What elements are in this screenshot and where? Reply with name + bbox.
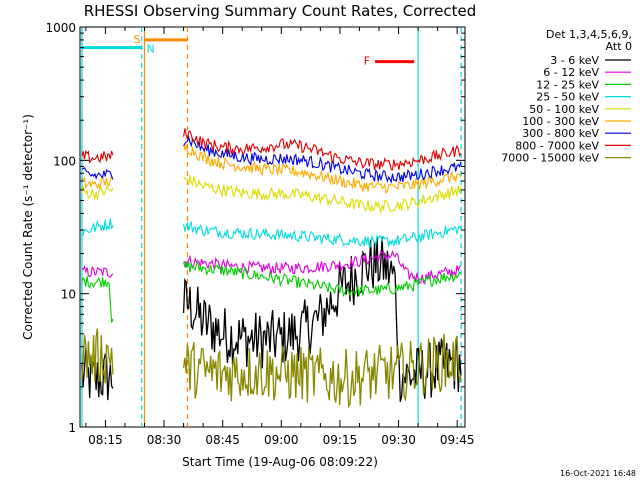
x-tick-label: 08:15 [88, 433, 123, 447]
x-tick-label: 09:15 [323, 433, 358, 447]
x-tick-label: 08:45 [205, 433, 240, 447]
footer-timestamp: 16-Oct-2021 16:48 [560, 469, 636, 478]
series-group [81, 128, 462, 409]
legend-title-line-2: Att 0 [606, 40, 632, 53]
y-tick-label: 10 [61, 288, 76, 302]
annotation-label: N [147, 43, 155, 56]
series-line-25-50kev [183, 220, 462, 248]
series-line-300-800kev [81, 167, 114, 180]
plot-frame [79, 26, 466, 428]
series-line-50-100kev [183, 175, 462, 215]
legend-label: 7000 - 15000 keV [501, 152, 599, 165]
axes-group: 08:15 08:30 08:45 09:00 09:15 09:30 09:45 1 10 10… [45, 21, 474, 447]
series-line-50-100kev [81, 185, 114, 200]
x-tick-label: 09:00 [264, 433, 299, 447]
legend-label: 300 - 800 keV [522, 127, 599, 140]
annotation-label: S [134, 33, 141, 46]
x-axis-label: Start Time (19-Aug-06 08:09:22) [182, 455, 378, 469]
legend-title-line-1: Det 1,3,4,5,6,9, [546, 28, 632, 41]
annotation-label: F [364, 55, 370, 68]
legend-label: 100 - 300 keV [522, 115, 599, 128]
x-tick-label: 08:30 [147, 433, 182, 447]
y-tick-label: 1 [68, 421, 76, 435]
series-line-6-12kev [183, 249, 462, 285]
series-line-100-300kev [183, 144, 462, 195]
series-line-800-7000kev [183, 128, 462, 171]
legend-label: 25 - 50 keV [536, 91, 599, 104]
legend-label: 50 - 100 keV [529, 103, 599, 116]
series-line-800-7000kev [81, 149, 114, 164]
chart-title: RHESSI Observing Summary Count Rates, Co… [84, 2, 477, 20]
y-tick-label: 100 [53, 154, 76, 168]
series-line-25-50kev [81, 218, 114, 237]
legend-label: 800 - 7000 keV [515, 139, 599, 152]
series-line-100-300kev [81, 175, 114, 190]
legend-label: 12 - 25 keV [536, 78, 599, 91]
vertical-markers [81, 27, 462, 427]
series-line-12-25kev [81, 276, 114, 323]
series-line-12-25kev [183, 260, 462, 298]
y-tick-label: 1000 [45, 21, 76, 35]
legend-label: 3 - 6 keV [550, 54, 599, 67]
y-axis-label: Corrected Count Rate (s⁻¹ detector⁻¹) [21, 114, 35, 340]
annotations-group: SN F [80, 33, 415, 68]
series-line-7000-15000kev [81, 328, 114, 384]
series-line-7000-15000kev [182, 333, 462, 409]
series-line-300-800kev [183, 135, 462, 184]
series-line-6-12kev [81, 265, 114, 278]
x-tick-label: 09:45 [440, 433, 475, 447]
x-tick-label: 09:30 [381, 433, 416, 447]
series-line-3-6kev [182, 236, 462, 402]
legend-label: 6 - 12 keV [543, 66, 599, 79]
